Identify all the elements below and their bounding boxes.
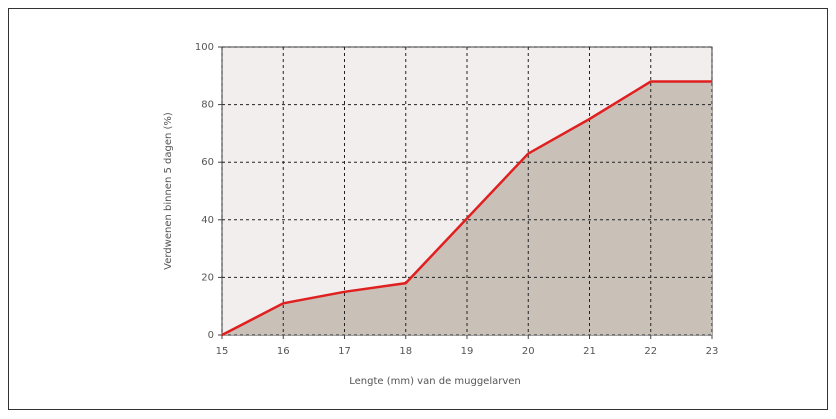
y-tick-label: 0 bbox=[208, 330, 214, 341]
x-tick-label: 21 bbox=[583, 346, 596, 357]
x-tick-label: 18 bbox=[399, 346, 412, 357]
x-tick-label: 17 bbox=[338, 346, 351, 357]
x-axis-label: Lengte (mm) van de muggelarven bbox=[349, 376, 521, 387]
y-tick-label: 40 bbox=[201, 215, 214, 226]
x-tick-label: 22 bbox=[644, 346, 657, 357]
y-tick-label: 80 bbox=[201, 100, 214, 111]
x-tick-label: 20 bbox=[522, 346, 535, 357]
y-tick-label: 100 bbox=[195, 42, 214, 53]
y-axis-label: Verdwenen binnen 5 dagen (%) bbox=[163, 112, 174, 270]
x-tick-label: 15 bbox=[216, 346, 229, 357]
y-tick-label: 20 bbox=[201, 272, 214, 283]
x-tick-label: 19 bbox=[461, 346, 474, 357]
y-tick-label: 60 bbox=[201, 157, 214, 168]
chart: Lengte (mm) van de muggelarven Verdwenen… bbox=[0, 0, 836, 419]
x-tick-label: 23 bbox=[706, 346, 719, 357]
x-tick-label: 16 bbox=[277, 346, 290, 357]
